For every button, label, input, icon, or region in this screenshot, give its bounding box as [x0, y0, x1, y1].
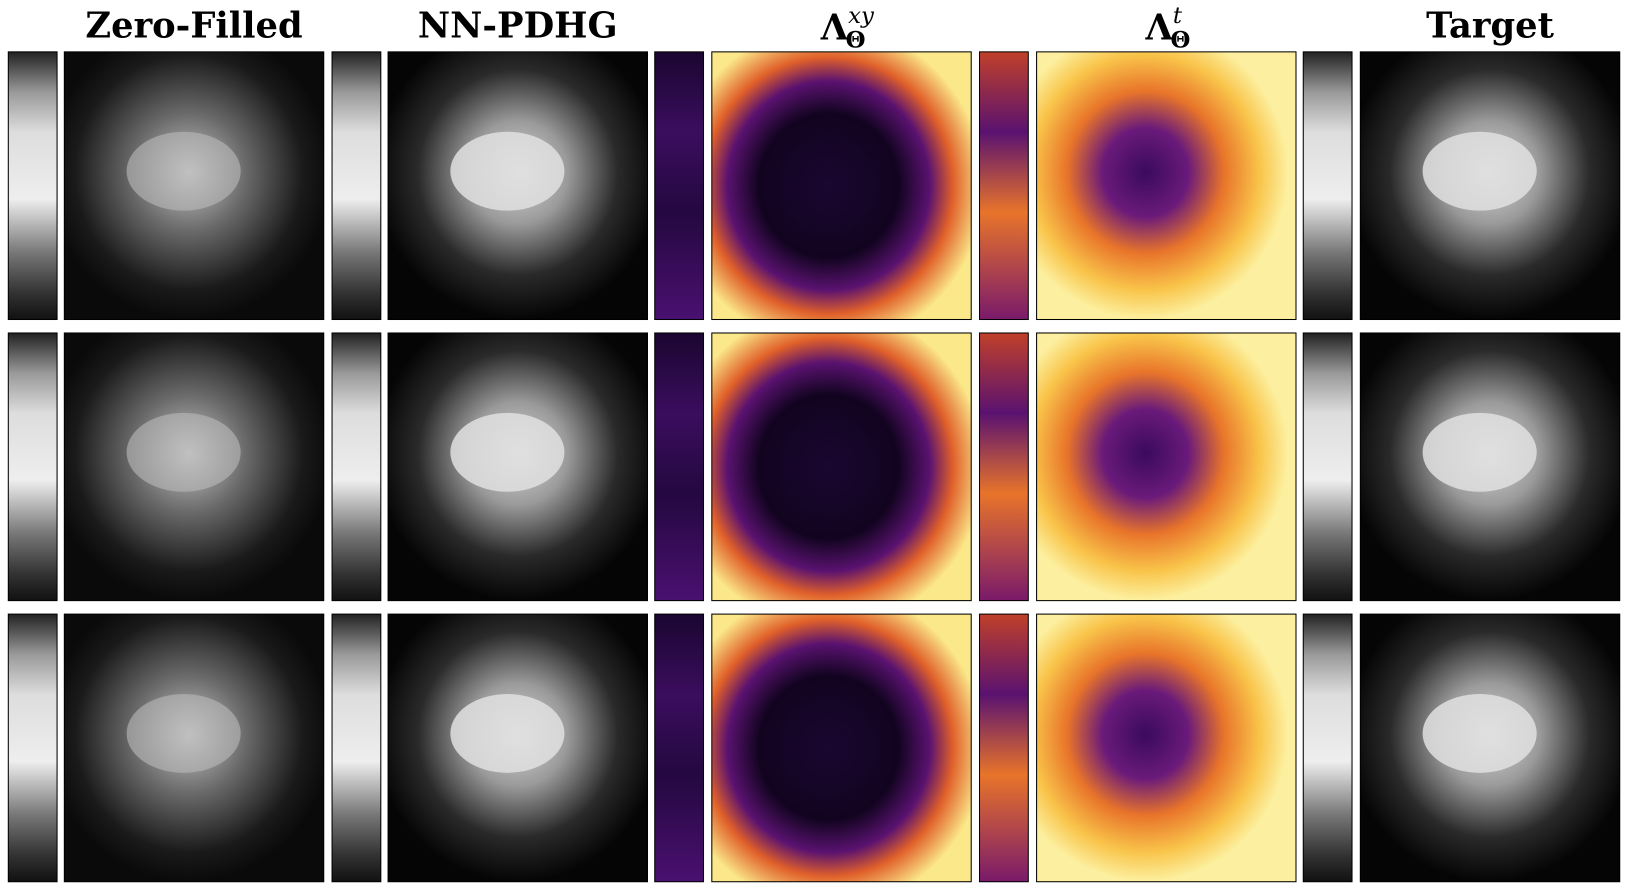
heart-region — [1422, 693, 1537, 773]
slice-image — [1036, 332, 1297, 602]
heart-region — [450, 693, 565, 773]
strip-image — [654, 613, 705, 883]
heart-region — [450, 412, 565, 492]
strip-image — [1302, 613, 1353, 883]
title-base: Λ — [1145, 7, 1174, 48]
strip-image — [654, 51, 705, 321]
slice-image — [1036, 613, 1297, 883]
column-title: Target — [1426, 5, 1554, 46]
strip-image — [7, 613, 58, 883]
strip-image — [7, 332, 58, 602]
slice-image — [711, 613, 972, 883]
column-title: Zero-Filled — [85, 5, 302, 46]
slice-image — [711, 51, 972, 321]
strip-image — [979, 51, 1029, 321]
strip-image — [979, 332, 1029, 602]
strip-image — [979, 613, 1029, 883]
slice-image — [1036, 51, 1297, 321]
strip-image — [654, 332, 705, 602]
strip-image — [7, 51, 58, 321]
column-title: Λt — [1145, 3, 1183, 49]
heart-region — [450, 131, 565, 211]
column-title: Λxy — [820, 3, 875, 49]
slice-image — [711, 332, 972, 602]
heart-region — [126, 131, 241, 211]
heart-region — [126, 693, 241, 773]
heart-region — [1422, 412, 1537, 492]
heart-region — [1422, 131, 1537, 211]
strip-image — [331, 613, 382, 883]
strip-image — [1302, 332, 1353, 602]
title-sub: Θ — [1170, 28, 1190, 54]
title-sub: Θ — [846, 28, 866, 54]
title-sup: t — [1173, 3, 1183, 29]
strip-image — [331, 51, 382, 321]
column-title: NN-PDHG — [418, 5, 618, 46]
heart-region — [126, 412, 241, 492]
title-sup: xy — [848, 3, 875, 29]
strip-image — [331, 332, 382, 602]
title-base: Λ — [820, 7, 849, 48]
strip-image — [1302, 51, 1353, 321]
